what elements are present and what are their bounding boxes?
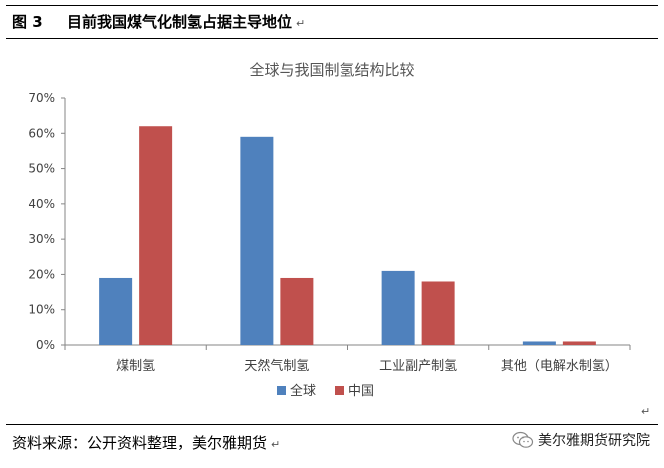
source-note: 资料来源：公开资料整理，美尔雅期货 ↵ <box>12 432 280 453</box>
x-tick-label: 天然气制氢 <box>244 358 309 374</box>
chart-title: 全球与我国制氢结构比较 <box>249 61 414 79</box>
figure-caption-text: 目前我国煤气化制氢占据主导地位 <box>67 13 293 31</box>
paragraph-mark-icon: ↵ <box>296 17 306 30</box>
paragraph-mark-icon: ↵ <box>271 438 281 451</box>
brand-watermark: 美尔雅期货研究院 <box>512 430 650 450</box>
legend-swatch-1 <box>335 386 344 395</box>
figure-caption: 目前我国煤气化制氢占据主导地位 ↵ <box>67 11 305 32</box>
header-top-rule <box>6 5 658 6</box>
y-tick-label: 30% <box>28 232 55 246</box>
footer-rule <box>6 424 658 425</box>
header-bottom-rule <box>6 38 658 39</box>
bar-1-2 <box>421 281 455 345</box>
bar-0-1 <box>240 136 274 345</box>
bar-chart: 全球与我国制氢结构比较 0% 10% 20% 30% 40% 50% 60% 70% 煤制氢 天… <box>28 61 631 399</box>
bar-0-0 <box>99 277 133 345</box>
x-axis: 煤制氢 天然气制氢 工业副产制氢 其他（电解水制氢） <box>64 344 631 374</box>
x-tick-label: 煤制氢 <box>116 359 155 374</box>
legend-label-1: 中国 <box>348 384 374 399</box>
legend-swatch-0 <box>277 386 286 395</box>
y-tick-label: 10% <box>28 303 55 317</box>
legend-label-0: 全球 <box>290 383 316 399</box>
y-tick-label: 20% <box>28 267 55 281</box>
bar-1-3 <box>562 341 596 345</box>
bars <box>99 126 596 345</box>
y-axis: 0% 10% 20% 30% 40% 50% 60% 70% <box>28 91 66 352</box>
legend: 全球 中国 <box>277 383 374 399</box>
source-text: 资料来源：公开资料整理，美尔雅期货 <box>12 434 268 452</box>
y-tick-label: 50% <box>28 162 55 176</box>
bar-1-1 <box>280 277 314 345</box>
y-tick-label: 60% <box>28 126 55 140</box>
y-tick-label: 0% <box>36 338 55 352</box>
y-tick-label: 40% <box>28 197 55 211</box>
bar-0-2 <box>381 270 415 345</box>
x-tick-label: 工业副产制氢 <box>379 359 457 374</box>
x-tick-label: 其他（电解水制氢） <box>501 359 618 374</box>
figure-number: 图 3 <box>12 13 43 31</box>
wechat-icon <box>512 431 534 448</box>
brand-name: 美尔雅期货研究院 <box>538 433 650 449</box>
figure-footer: 资料来源：公开资料整理，美尔雅期货 ↵ 美尔雅期货研究院 <box>0 418 664 468</box>
paragraph-mark-icon: ↵ <box>641 405 651 418</box>
y-tick-label: 70% <box>28 91 55 105</box>
bar-0-3 <box>522 341 556 345</box>
figure-header: 图 3 目前我国煤气化制氢占据主导地位 ↵ <box>0 0 664 40</box>
bar-1-0 <box>139 126 173 345</box>
